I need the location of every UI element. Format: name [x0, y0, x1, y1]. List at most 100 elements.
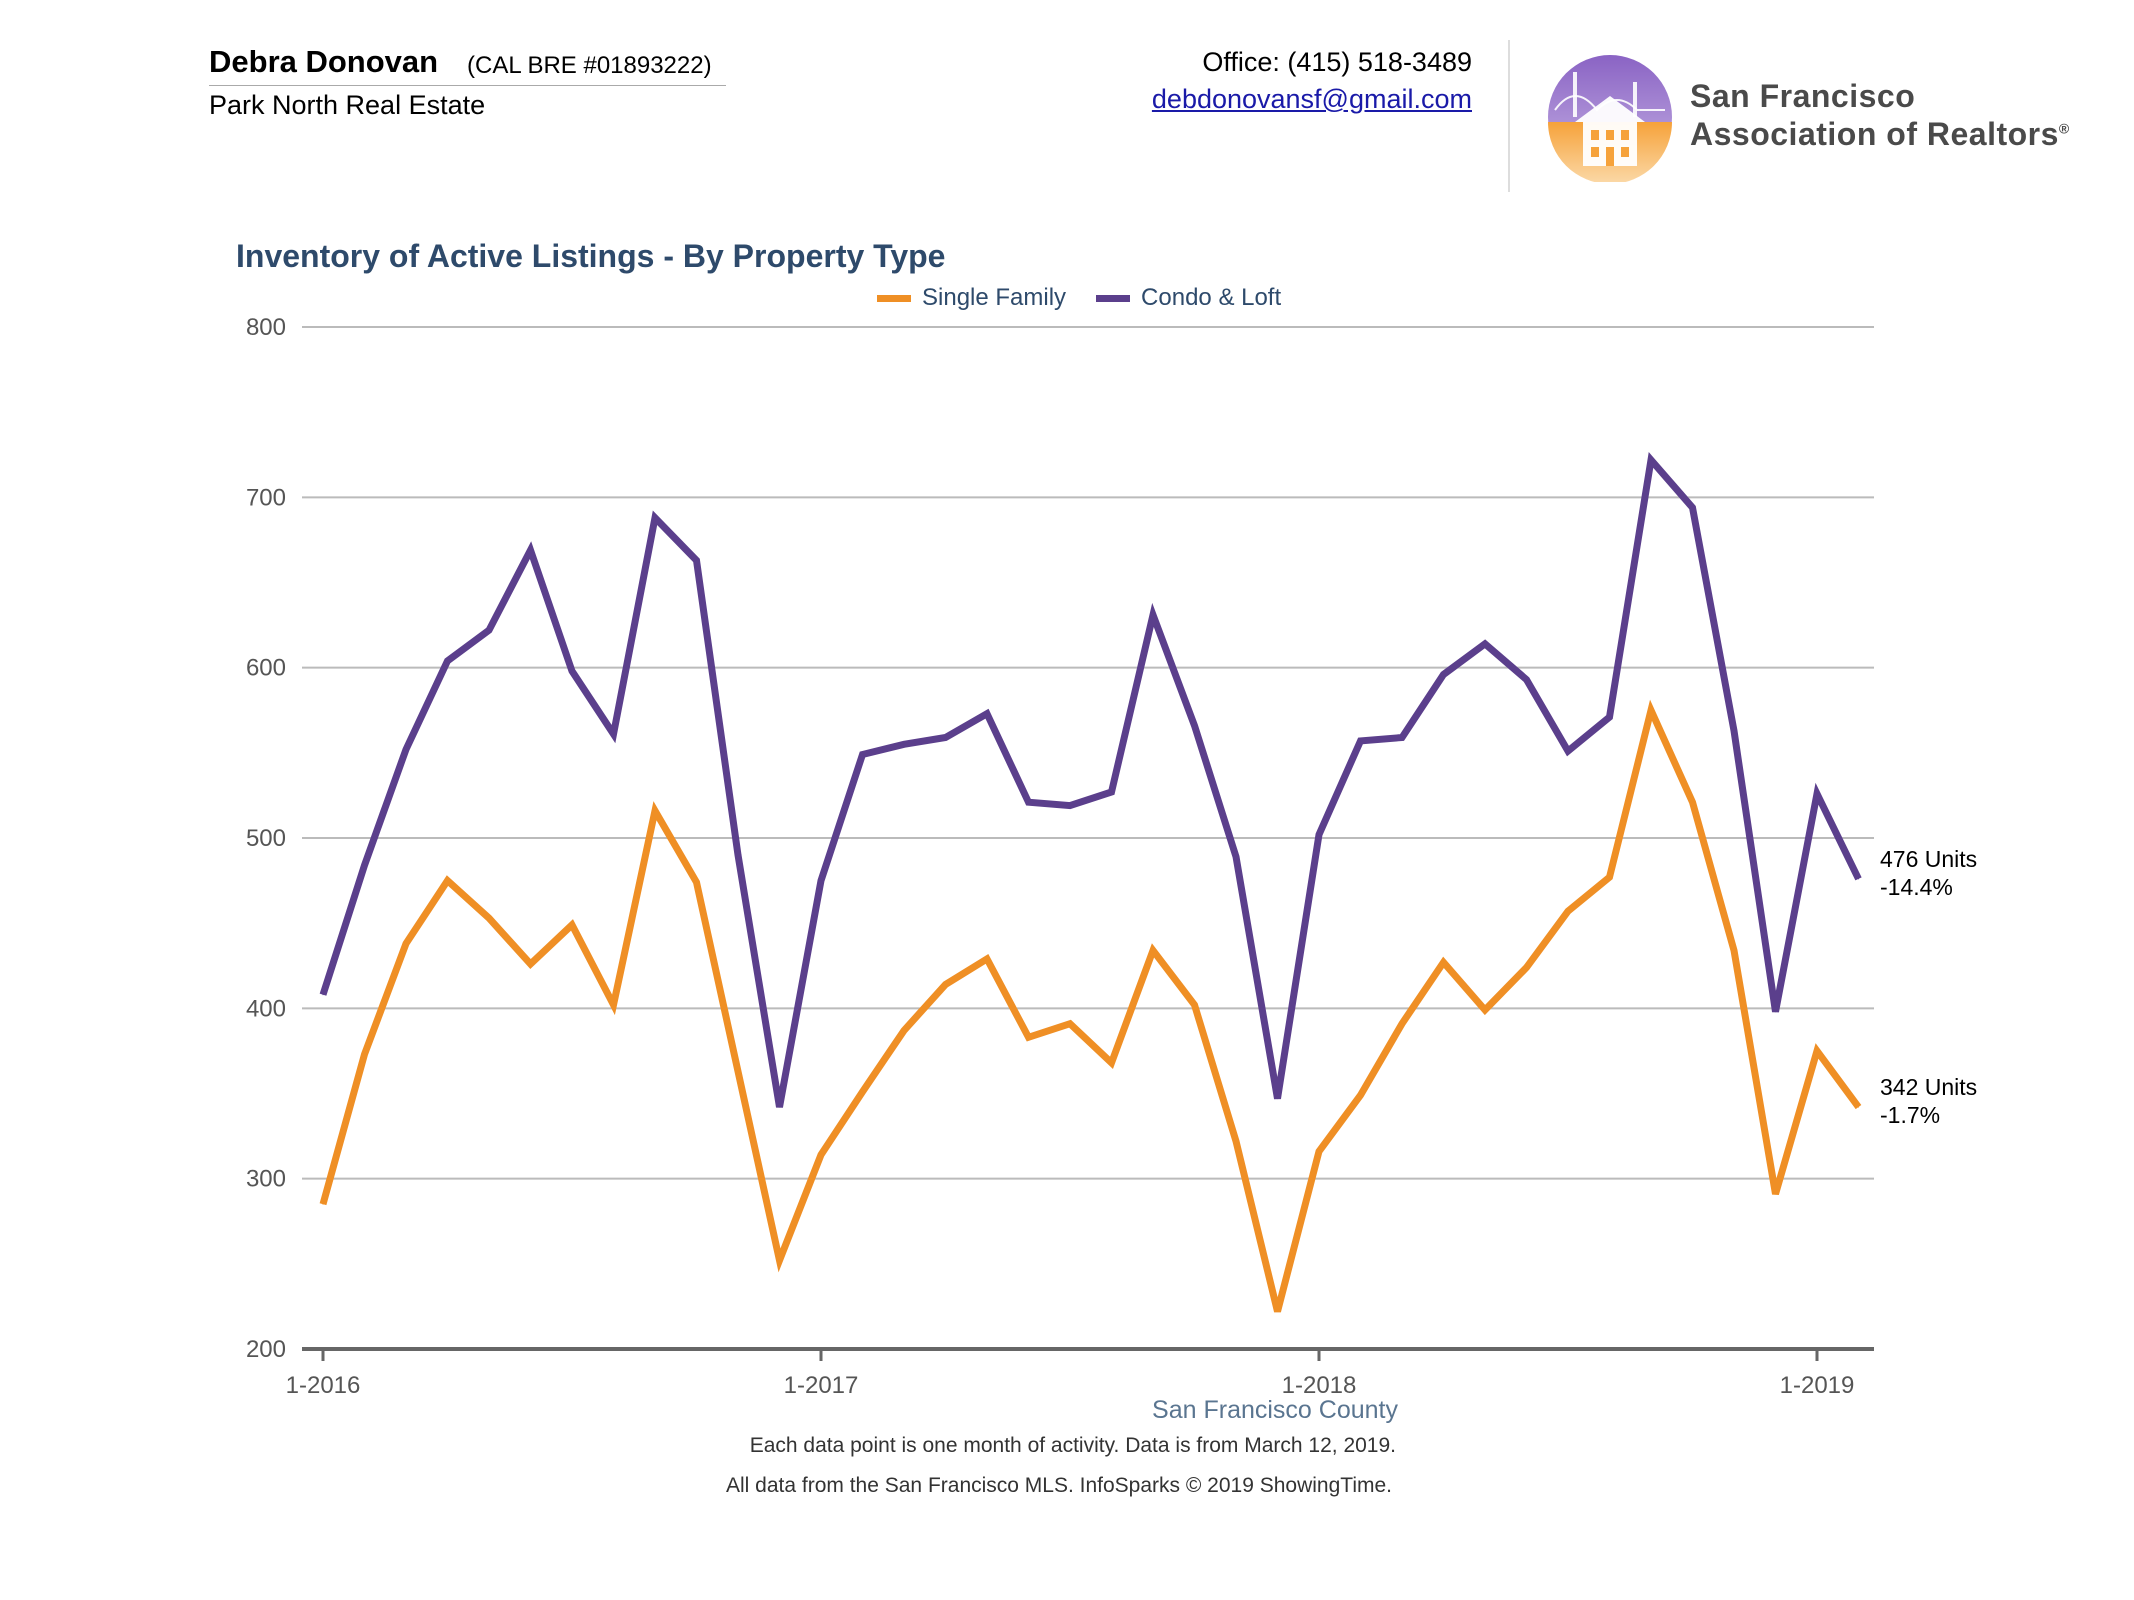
- single-family-line-point: [1484, 1009, 1486, 1011]
- single-family-line-point: [488, 917, 490, 919]
- single-family-line-point: [447, 880, 448, 882]
- y-tick-label: 300: [246, 1166, 286, 1193]
- association-name-text: Association of Realtors: [1690, 116, 2059, 152]
- single-family-line-point: [571, 924, 573, 926]
- single-family-line-point: [1401, 1023, 1403, 1025]
- single-family-line-point: [364, 1053, 365, 1055]
- single-family-line-point: [654, 810, 656, 812]
- condo-loft-line-point: [1733, 730, 1735, 732]
- single-family-line-point: [1028, 1036, 1029, 1038]
- condo-loft-line-point: [945, 737, 946, 739]
- condo-loft-line-point: [1028, 801, 1029, 803]
- legend-item-condo-loft: Condo & Loft: [1096, 284, 1281, 312]
- association-name-line2: Association of Realtors®: [1690, 116, 2070, 153]
- single-family-line-point: [696, 881, 697, 883]
- single-family-line-point: [1692, 801, 1693, 803]
- condo-loft-line-point: [1194, 725, 1195, 727]
- email-link[interactable]: debdonovansf@gmail.com: [1151, 84, 1472, 114]
- end-label-change: -1.7%: [1880, 1102, 1940, 1128]
- condo-loft-line-point: [447, 660, 448, 662]
- condo-loft-line-point: [779, 1106, 780, 1108]
- condo-loft-line-point: [1858, 878, 1859, 880]
- y-tick-label: 800: [246, 314, 286, 341]
- single-family-line-point: [1318, 1150, 1320, 1152]
- condo-loft-line-point: [322, 994, 324, 996]
- data-footnote: Each data point is one month of activity…: [749, 1434, 1396, 1457]
- condo-loft-line-point: [1152, 614, 1154, 616]
- condo-loft-line: [319, 451, 1862, 1108]
- condo-loft-line-point: [1526, 679, 1527, 681]
- condo-loft-line-point: [654, 517, 656, 519]
- y-tick-label: 400: [246, 995, 286, 1022]
- single-family-line-point: [1360, 1094, 1361, 1096]
- chart-legend: Single Family Condo & Loft: [877, 284, 1311, 312]
- condo-loft-line-point: [1069, 805, 1071, 807]
- legend-item-single-family: Single Family: [877, 284, 1066, 312]
- condo-loft-line-point: [1111, 791, 1112, 793]
- single-family-line-point: [903, 1029, 905, 1031]
- single-family-line-point: [779, 1259, 780, 1261]
- legend-label-condo-loft: Condo & Loft: [1141, 284, 1282, 311]
- single-family-line-point: [862, 1091, 863, 1093]
- single-family-line-point: [1069, 1023, 1071, 1025]
- x-tick-label: 1-2017: [784, 1372, 859, 1399]
- single-family-line-point: [322, 1203, 324, 1205]
- legend-swatch-condo-loft: [1096, 294, 1131, 302]
- realtors-logo-icon: [1548, 55, 1672, 182]
- condo-loft-line-point: [1318, 834, 1320, 836]
- single-family-line-point: [1277, 1311, 1278, 1313]
- single-family-line-point: [945, 983, 946, 985]
- office-phone: Office: (415) 518-3489: [1202, 47, 1472, 77]
- y-tick-label: 200: [246, 1336, 286, 1363]
- condo-loft-line-point: [405, 748, 407, 750]
- end-label-units: 342 Units: [1880, 1074, 1977, 1100]
- header-rule: [209, 85, 726, 86]
- condo-loft-line-point: [1816, 793, 1818, 795]
- condo-loft-line-point: [820, 880, 822, 882]
- single-family-line-point: [1650, 709, 1652, 711]
- registered-mark: ®: [2058, 120, 2070, 137]
- single-family-line-point: [1152, 949, 1154, 951]
- y-tick-label: 700: [246, 484, 286, 511]
- single-family-line-point: [1194, 1004, 1195, 1006]
- single-family-line-point: [820, 1154, 822, 1156]
- y-tick-label: 600: [246, 655, 286, 682]
- y-tick-label: 500: [246, 825, 286, 852]
- condo-loft-line-point: [986, 713, 988, 715]
- condo-loft-line-point: [530, 549, 531, 551]
- x-tick-label: 1-2016: [286, 1372, 361, 1399]
- end-label-units: 476 Units: [1880, 846, 1977, 872]
- condo-loft-line-point: [364, 864, 365, 866]
- legend-label-single-family: Single Family: [922, 284, 1067, 311]
- condo-loft-line-point: [1775, 1011, 1776, 1013]
- condo-loft-line-point: [1692, 507, 1693, 509]
- condo-loft-line-point: [1609, 716, 1610, 718]
- region-label: San Francisco County: [1152, 1396, 1398, 1424]
- condo-loft-line-point: [862, 754, 863, 756]
- condo-loft-line-point: [737, 854, 739, 856]
- chart-title: Inventory of Active Listings - By Proper…: [236, 238, 946, 274]
- single-family-line-point: [737, 1070, 739, 1072]
- condo-loft-line-point: [1567, 750, 1569, 752]
- single-family-line-point: [1111, 1062, 1112, 1064]
- condo-loft-line-point: [1401, 737, 1403, 739]
- single-family-line-point: [1816, 1050, 1818, 1052]
- condo-loft-line-point: [488, 629, 490, 631]
- condo-loft-line-point: [1484, 643, 1486, 645]
- condo-loft-line-point: [571, 670, 573, 672]
- association-name: San Francisco: [1690, 78, 1916, 114]
- agent-name: Debra Donovan: [209, 44, 439, 79]
- condo-loft-line-point: [1235, 856, 1237, 858]
- single-family-line-point: [1443, 961, 1444, 963]
- single-family-line: [319, 699, 1862, 1313]
- company-name: Park North Real Estate: [209, 90, 486, 120]
- condo-loft-line-point: [1443, 673, 1444, 675]
- single-family-line-point: [1775, 1193, 1776, 1195]
- single-family-line-point: [1858, 1106, 1859, 1108]
- data-source: All data from the San Francisco MLS. Inf…: [726, 1474, 1393, 1497]
- condo-loft-line-point: [613, 733, 614, 735]
- single-family-line-point: [613, 1004, 614, 1006]
- legend-swatch-single-family: [877, 294, 911, 302]
- x-tick-label: 1-2019: [1780, 1372, 1855, 1399]
- condo-loft-line-point: [1360, 740, 1361, 742]
